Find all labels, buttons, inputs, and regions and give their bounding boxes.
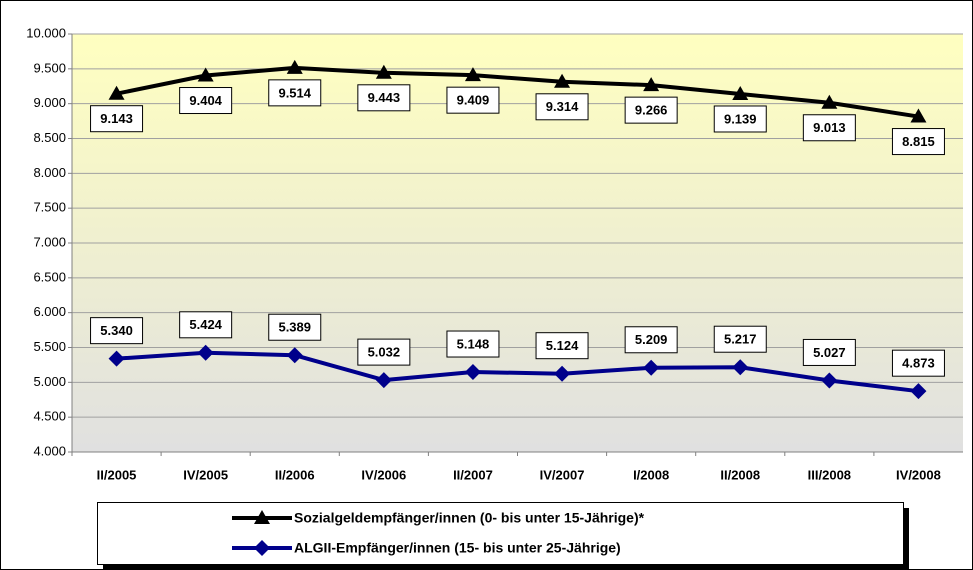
data-label: 5.424 [189, 317, 222, 332]
y-tick-label: 5.500 [33, 339, 66, 354]
data-label-box [891, 128, 945, 156]
data-label-box [446, 330, 500, 358]
y-tick-label: 7.000 [33, 234, 66, 249]
data-label-box [357, 338, 411, 366]
data-label-box [535, 332, 589, 360]
data-point [554, 365, 571, 382]
data-point [910, 108, 927, 123]
data-point [910, 383, 927, 400]
legend-box [97, 502, 904, 565]
data-label-box [891, 349, 945, 377]
data-point [286, 347, 303, 364]
data-label-box [713, 105, 767, 133]
data-label-box [446, 86, 500, 114]
data-label: 5.389 [278, 320, 311, 335]
x-tick-label: IV/2005 [183, 467, 228, 482]
data-label-box [268, 79, 322, 107]
data-label-box [357, 84, 411, 112]
data-label: 9.514 [278, 85, 311, 100]
data-label: 9.143 [100, 111, 133, 126]
x-tick-label: I/2008 [633, 467, 669, 482]
data-label: 5.217 [724, 332, 757, 347]
data-label: 9.266 [635, 103, 668, 118]
data-point [643, 77, 660, 92]
y-tick-label: 5.000 [33, 374, 66, 389]
x-tick-label: II/2008 [720, 467, 760, 482]
data-label-box [713, 325, 767, 353]
data-label: 9.409 [457, 93, 490, 108]
x-tick-label: II/2006 [275, 467, 315, 482]
data-label-box [90, 317, 144, 345]
data-label: 9.314 [546, 99, 579, 114]
data-point [375, 64, 392, 79]
data-label: 5.340 [100, 323, 133, 338]
legend-marker [254, 510, 270, 524]
y-tick-label: 9.500 [33, 60, 66, 75]
data-point [821, 94, 838, 109]
data-point [197, 344, 214, 361]
data-label-box [624, 326, 678, 354]
data-label: 5.032 [368, 345, 401, 360]
data-point [554, 73, 571, 88]
y-tick-label: 9.000 [33, 95, 66, 110]
data-point [375, 372, 392, 389]
data-point [464, 364, 481, 381]
data-point [821, 372, 838, 389]
y-tick-label: 7.500 [33, 200, 66, 215]
data-label: 9.404 [189, 93, 222, 108]
y-tick-label: 6.500 [33, 269, 66, 284]
data-label-box [90, 105, 144, 133]
series-line [116, 350, 919, 394]
y-tick-label: 4.000 [33, 443, 66, 458]
data-label: 5.148 [457, 336, 490, 351]
data-label: 9.443 [368, 90, 401, 105]
legend-marker [254, 540, 270, 556]
y-tick-label: 6.000 [33, 304, 66, 319]
data-label: 8.815 [902, 134, 935, 149]
x-tick-label: III/2008 [808, 467, 851, 482]
x-tick-label: IV/2007 [540, 467, 585, 482]
y-tick-label: 8.500 [33, 130, 66, 145]
data-point [643, 359, 660, 376]
data-label: 5.124 [546, 338, 579, 353]
data-label-box [624, 96, 678, 124]
data-label: 9.013 [813, 120, 846, 135]
data-label-box [802, 114, 856, 142]
legend-label: ALGII-Empfänger/innen (15- bis unter 25-… [294, 540, 621, 556]
data-label: 4.873 [902, 356, 935, 371]
data-label-box [802, 338, 856, 366]
data-label: 5.209 [635, 332, 668, 347]
y-tick-label: 4.500 [33, 409, 66, 424]
data-point [197, 67, 214, 82]
data-point [464, 67, 481, 82]
data-point [108, 350, 125, 367]
y-tick-label: 10.000 [26, 25, 66, 40]
x-tick-label: IV/2006 [361, 467, 406, 482]
series-line [116, 65, 919, 119]
data-label-box [179, 311, 233, 339]
x-tick-label: II/2005 [97, 467, 137, 482]
data-label-box [535, 93, 589, 121]
data-label: 9.139 [724, 111, 757, 126]
data-point [732, 85, 749, 100]
x-tick-label: IV/2008 [896, 467, 941, 482]
x-tick-label: II/2007 [453, 467, 493, 482]
data-label-box [268, 313, 322, 341]
data-point [108, 85, 125, 100]
y-tick-label: 8.000 [33, 165, 66, 180]
data-label-box [179, 87, 233, 115]
data-point [732, 359, 749, 376]
data-label: 5.027 [813, 345, 846, 360]
data-point [286, 59, 303, 74]
legend-label: Sozialgeldempfänger/innen (0- bis unter … [294, 510, 645, 526]
